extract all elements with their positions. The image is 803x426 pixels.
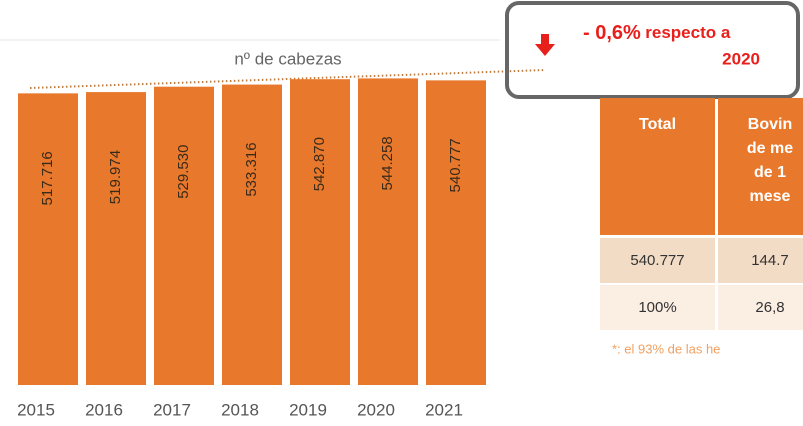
x-tick-label: 2019 [289,400,327,419]
bar [290,79,350,386]
x-tick-label: 2018 [221,400,259,419]
bar [222,84,282,386]
callout-text: respecto a [645,23,731,42]
value-label: 517.716 [39,151,56,205]
x-tick-label: 2020 [357,400,395,419]
x-tick-label: 2015 [17,400,55,419]
value-label: 529.530 [175,145,192,199]
bar [426,80,486,385]
header-text: mese [750,188,791,205]
value-label: 533.316 [243,142,260,196]
callout-text: - 0,6% respecto a [583,22,731,44]
header-cell [600,98,715,235]
header-text: Total [639,116,676,133]
table-cell [600,285,715,330]
trend-label: nº de cabezas [234,49,341,68]
trend-line [29,69,546,89]
value-label: 542.870 [311,137,328,191]
header-cell [718,98,803,235]
header-text: de 1 [754,164,786,181]
down-arrow [535,34,555,56]
table-cell [718,238,803,283]
value-label: 544.258 [379,136,396,190]
value-label: 540.777 [447,138,464,192]
cell-text: 26,8 [755,299,784,316]
callout-box [505,1,800,99]
bar [86,92,146,386]
table-header: Total Bovin de me de 1 mese [600,98,803,235]
callout-year: 2020 [722,49,760,68]
cell-text: 144.7 [751,252,789,269]
cell-text: 540.777 [630,252,684,269]
table-cell [600,238,715,283]
bar [358,78,418,385]
bar [154,86,214,386]
header-text: Bovin [748,116,792,133]
value-label: 519.974 [107,150,124,204]
footnote: *: el 93% de las he [612,341,720,356]
bar [18,93,78,385]
header-text: de me [747,140,793,157]
callout-change: - 0,6% [583,22,641,44]
x-tick-label: 2016 [85,400,123,419]
x-tick-label: 2021 [425,400,463,419]
x-tick-label: 2017 [153,400,191,419]
table-cell [718,285,803,330]
cell-text: 100% [638,299,676,316]
